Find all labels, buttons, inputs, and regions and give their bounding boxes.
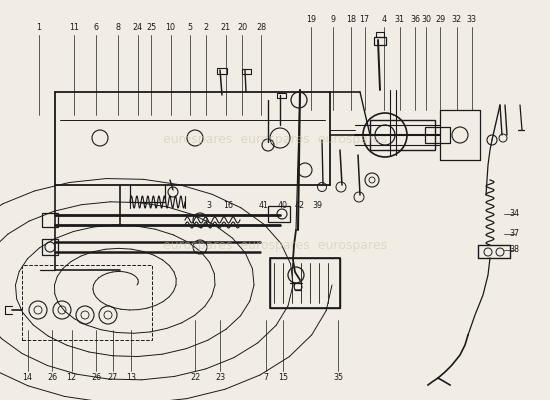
Text: 38: 38 [509, 246, 519, 254]
Text: 10: 10 [166, 24, 175, 32]
Text: eurospares  eurospares  eurospares: eurospares eurospares eurospares [163, 134, 387, 146]
Text: 16: 16 [223, 202, 233, 210]
Text: 24: 24 [133, 24, 142, 32]
Bar [42, 239, 58, 255]
Bar [242, 69, 251, 74]
Text: 11: 11 [69, 24, 79, 32]
Text: 8: 8 [116, 24, 121, 32]
Text: 3: 3 [206, 202, 212, 210]
Text: 19: 19 [306, 16, 316, 24]
Text: 26: 26 [47, 374, 57, 382]
Text: 33: 33 [467, 16, 477, 24]
Text: 31: 31 [395, 16, 405, 24]
Text: 34: 34 [509, 210, 519, 218]
Bar [22, 265, 152, 340]
Text: 41: 41 [259, 202, 269, 210]
Text: 14: 14 [23, 374, 32, 382]
Text: 23: 23 [215, 374, 225, 382]
Text: 22: 22 [190, 374, 200, 382]
Text: 21: 21 [221, 24, 230, 32]
Bar [370, 120, 435, 150]
Text: 25: 25 [146, 24, 156, 32]
Text: 39: 39 [312, 202, 322, 210]
Text: 40: 40 [277, 202, 287, 210]
Text: 15: 15 [278, 374, 288, 382]
Bar [277, 93, 286, 98]
Text: 12: 12 [67, 374, 76, 382]
Text: 42: 42 [295, 202, 305, 210]
Text: 2: 2 [204, 24, 209, 32]
Bar [425, 127, 450, 143]
Text: 18: 18 [346, 16, 356, 24]
Bar [270, 258, 340, 308]
Text: 32: 32 [452, 16, 461, 24]
Text: 1: 1 [36, 24, 41, 32]
Text: 35: 35 [333, 374, 343, 382]
Text: 26: 26 [91, 374, 101, 382]
Text: 7: 7 [263, 374, 268, 382]
Text: 28: 28 [256, 24, 266, 32]
Text: 6: 6 [94, 24, 99, 32]
Bar [42, 213, 58, 227]
Bar [270, 258, 340, 308]
Text: 9: 9 [330, 16, 336, 24]
Bar [268, 206, 290, 222]
Text: eurospares  eurospares  eurospares: eurospares eurospares eurospares [163, 238, 387, 252]
Text: 37: 37 [509, 230, 519, 238]
Text: 30: 30 [421, 16, 431, 24]
Bar [374, 37, 386, 45]
Bar [376, 32, 384, 37]
Text: 13: 13 [126, 374, 136, 382]
Text: 4: 4 [381, 16, 387, 24]
Text: 5: 5 [187, 24, 192, 32]
Text: 17: 17 [360, 16, 370, 24]
Text: 36: 36 [410, 16, 420, 24]
Text: 29: 29 [435, 16, 445, 24]
Text: 20: 20 [237, 24, 247, 32]
Bar [217, 68, 227, 74]
Text: 27: 27 [108, 374, 118, 382]
